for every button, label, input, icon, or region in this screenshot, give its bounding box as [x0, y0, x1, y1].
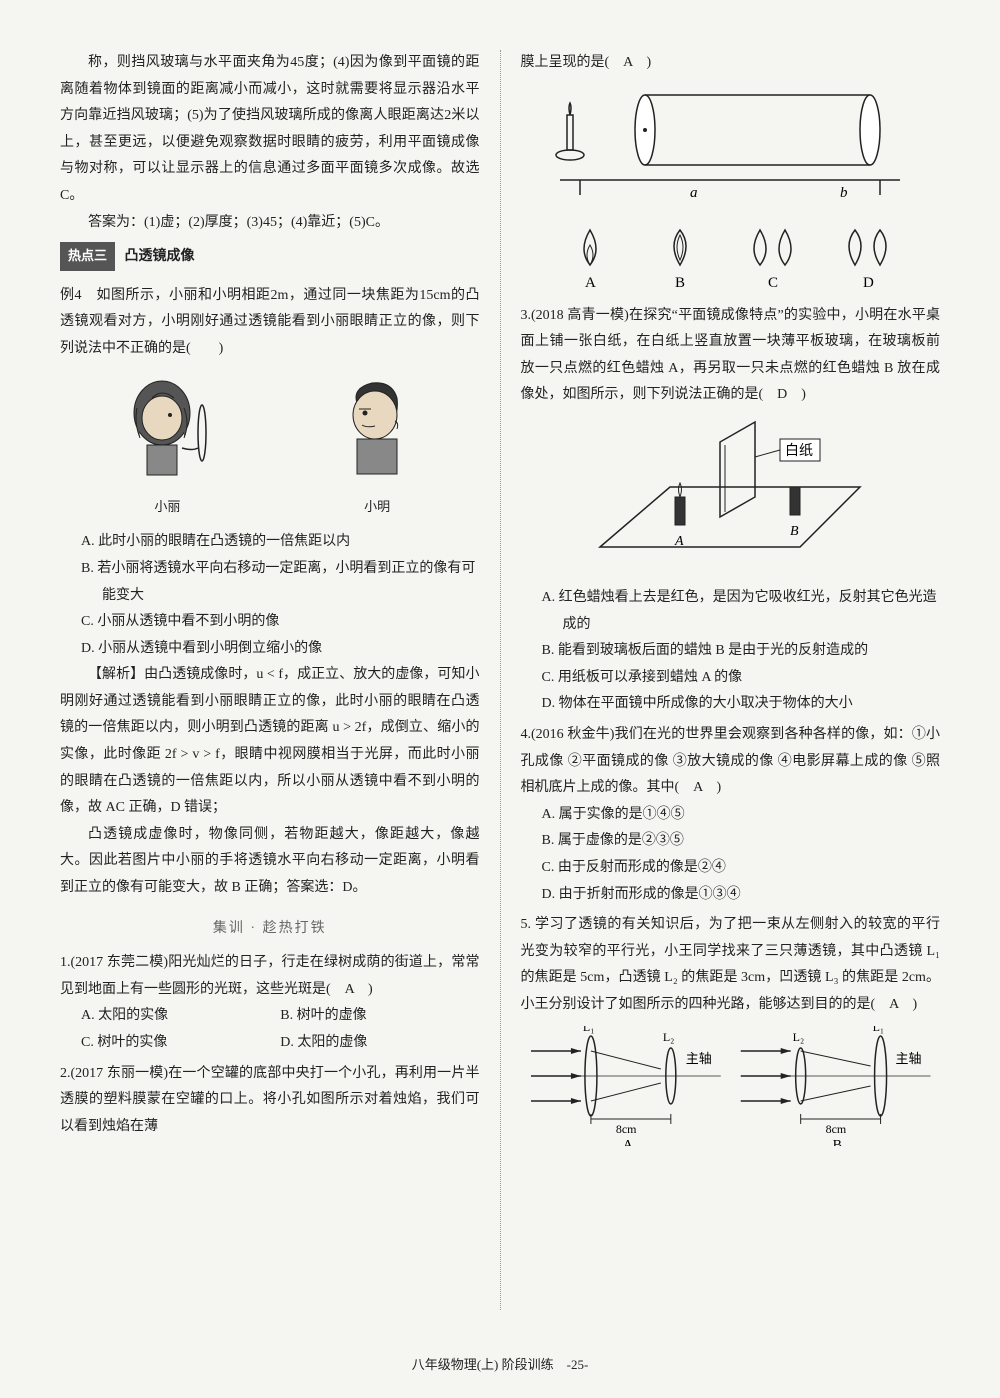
- svg-text:B: B: [790, 524, 799, 539]
- svg-text:8cm: 8cm: [825, 1122, 846, 1136]
- q4-stem: 4.(2016 秋金牛)我们在光的世界里会观察到各种各样的像，如：①小孔成像 ②…: [521, 722, 941, 802]
- svg-text:L₁: L₁: [872, 1026, 883, 1034]
- svg-text:C: C: [768, 275, 778, 291]
- example4-stem: 例4 如图所示，小丽和小明相距2m，通过同一块焦距为15cm的凸透镜观看对方，小…: [60, 283, 480, 363]
- q1-opt-d: D. 太阳的虚像: [280, 1030, 479, 1057]
- answer-line: 答案为：(1)虚；(2)厚度；(3)45；(4)靠近；(5)C。: [60, 210, 480, 237]
- q2-stem: 2.(2017 东丽一模)在一个空罐的底部中央打一个小孔，再利用一片半透膜的塑料…: [60, 1061, 480, 1141]
- ex4-analysis-2: 凸透镜成虚像时，物像同侧，若物距越大，像距越大，像越大。因此若图片中小丽的手将透…: [60, 822, 480, 902]
- svg-text:L₂: L₂: [792, 1031, 803, 1045]
- q3-stem: 3.(2018 高青一模)在探究“平面镜成像特点”的实验中，小明在水平桌面上铺一…: [521, 303, 941, 409]
- svg-text:主轴: 主轴: [895, 1051, 921, 1066]
- q3-opt-a: A. 红色蜡烛看上去是红色，是因为它吸收红光，反射其它色光造成的: [542, 585, 941, 638]
- q2-label-b: b: [840, 185, 848, 201]
- q2-label-a: a: [690, 185, 698, 201]
- topic-badge: 热点三: [60, 242, 115, 271]
- ex4-opt-c: C. 小丽从透镜中看不到小明的像: [81, 609, 480, 636]
- svg-text:8cm: 8cm: [615, 1122, 636, 1136]
- xiaoming-figure: [327, 373, 427, 493]
- svg-text:D: D: [863, 275, 874, 291]
- q5-stem: 5. 学习了透镜的有关知识后，为了把一束从左侧射入的较宽的平行光变为较窄的平行光…: [521, 912, 941, 1018]
- q1-stem: 1.(2017 东莞二模)阳光灿烂的日子，行走在绿树成荫的街道上，常常见到地面上…: [60, 950, 480, 1003]
- q2-diagram: a b A B C: [521, 85, 941, 295]
- svg-text:B: B: [675, 275, 685, 291]
- svg-text:L₁: L₁: [582, 1026, 593, 1034]
- xiaoli-label: 小丽: [112, 495, 222, 520]
- svg-text:A: A: [674, 534, 684, 549]
- svg-text:白纸: 白纸: [785, 443, 813, 459]
- q3-opt-b: B. 能看到玻璃板后面的蜡烛 B 是由于光的反射造成的: [542, 638, 941, 665]
- ex4-opt-b: B. 若小丽将透镜水平向右移动一定距离，小明看到正立的像有可能变大: [81, 556, 480, 609]
- q1-opt-a: A. 太阳的实像: [81, 1003, 280, 1030]
- q4-opt-b: B. 属于虚像的是②③⑤: [542, 828, 941, 855]
- q4-opt-c: C. 由于反射而形成的像是②④: [542, 855, 941, 882]
- section-title: 集训 · 趁热打铁: [60, 916, 480, 943]
- column-divider: [500, 50, 501, 1310]
- svg-text:A: A: [622, 1138, 632, 1146]
- q1-opt-b: B. 树叶的虚像: [280, 1003, 479, 1030]
- svg-text:A: A: [585, 275, 596, 291]
- q1-opt-c: C. 树叶的实像: [81, 1030, 280, 1057]
- q4-opt-d: D. 由于折射而形成的像是①③④: [542, 882, 941, 909]
- q5-diagram: L₁ L₂ 主轴 8cm: [521, 1026, 941, 1146]
- example4-figure: 小丽 小明: [60, 373, 480, 520]
- svg-text:B: B: [832, 1138, 841, 1146]
- svg-text:主轴: 主轴: [685, 1051, 711, 1066]
- q3-opt-d: D. 物体在平面镜中所成像的大小取决于物体的大小: [542, 691, 941, 718]
- q3-opt-c: C. 用纸板可以承接到蜡烛 A 的像: [542, 665, 941, 692]
- q2-cont-stem: 膜上呈现的是( A ): [521, 50, 941, 77]
- svg-text:L₂: L₂: [662, 1031, 673, 1045]
- xiaoli-figure: [112, 373, 222, 493]
- xiaoming-label: 小明: [327, 495, 427, 520]
- topic-title: 凸透镜成像: [125, 249, 195, 264]
- ex4-opt-a: A. 此时小丽的眼睛在凸透镜的一倍焦距以内: [81, 529, 480, 556]
- continued-text: 称，则挡风玻璃与水平面夹角为45度；(4)因为像到平面镜的距离随着物体到镜面的距…: [60, 50, 480, 210]
- ex4-opt-d: D. 小丽从透镜中看到小明倒立缩小的像: [81, 636, 480, 663]
- page-footer: 八年级物理(上) 阶段训练 -25-: [0, 1353, 1000, 1378]
- ex4-analysis-1: 【解析】由凸透镜成像时，u < f，成正立、放大的虚像，可知小明刚好通过透镜能看…: [60, 662, 480, 822]
- q3-diagram: A B 白纸: [521, 417, 941, 577]
- q4-opt-a: A. 属于实像的是①④⑤: [542, 802, 941, 829]
